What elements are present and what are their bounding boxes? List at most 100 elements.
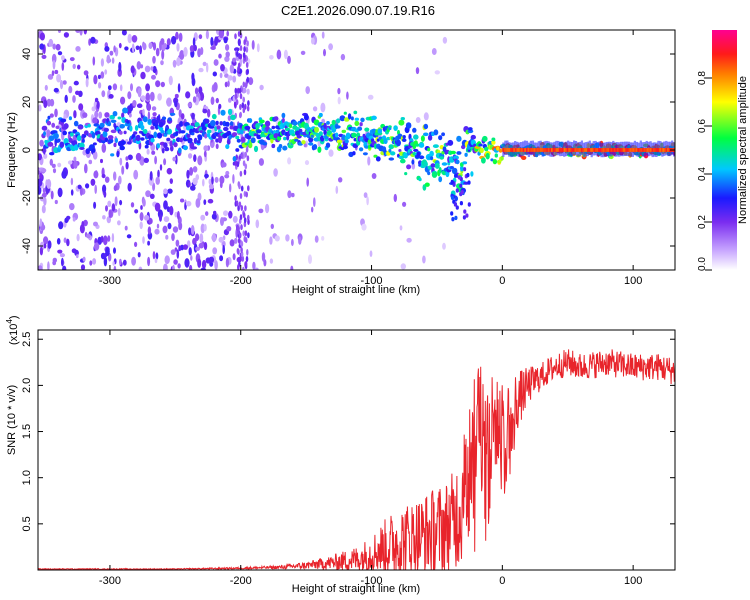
- noise-blob: [223, 210, 229, 216]
- noise-streak: [241, 102, 245, 109]
- signal-outlier: [454, 215, 458, 221]
- signal-blob: [107, 121, 112, 127]
- noise-blob: [167, 188, 173, 194]
- noise-blob: [130, 65, 135, 74]
- noise-blob: [39, 43, 45, 50]
- noise-blob: [165, 234, 169, 240]
- signal-core: [582, 148, 585, 152]
- signal-blob: [400, 158, 406, 164]
- signal-blob: [258, 119, 265, 124]
- noise-blob: [54, 69, 59, 75]
- signal-core: [638, 148, 641, 152]
- signal-blob: [183, 145, 188, 151]
- signal-blob: [456, 151, 462, 155]
- noise-blob: [328, 149, 334, 157]
- signal-core: [505, 148, 508, 152]
- signal-core: [579, 148, 582, 152]
- noise-blob: [423, 112, 429, 121]
- noise-blob: [203, 199, 207, 206]
- signal-blob: [187, 137, 193, 143]
- noise-blob: [163, 158, 167, 166]
- noise-blob: [225, 170, 230, 176]
- signal-blob: [186, 133, 191, 138]
- noise-blob: [77, 64, 81, 70]
- noise-blob: [51, 163, 56, 168]
- noise-blob: [107, 235, 111, 242]
- signal-blob: [462, 161, 468, 165]
- noise-blob: [258, 158, 264, 166]
- noise-blob: [178, 221, 183, 231]
- signal-core: [540, 148, 542, 152]
- noise-blob: [58, 221, 64, 230]
- noise-blob: [194, 87, 199, 95]
- signal-core: [590, 148, 593, 152]
- noise-blob: [219, 255, 224, 262]
- noise-blob: [67, 160, 73, 165]
- signal-core: [665, 148, 668, 152]
- signal-core: [591, 148, 594, 152]
- noise-blob: [98, 111, 103, 119]
- signal-blob: [277, 136, 282, 141]
- noise-blob: [121, 165, 125, 175]
- noise-blob: [43, 99, 48, 108]
- noise-blob: [142, 42, 147, 51]
- snr-series-line: [38, 349, 675, 570]
- signal-blob: [150, 126, 155, 130]
- signal-blob: [147, 118, 152, 124]
- noise-blob: [124, 225, 128, 231]
- noise-blob: [46, 179, 52, 189]
- snr-y-ticks: 0.5 1.0 1.5 2.0 2.5: [21, 332, 675, 531]
- noise-blob: [94, 110, 99, 119]
- noise-blob: [208, 178, 212, 185]
- signal-blob: [161, 116, 167, 121]
- y-tick-label: 1.5: [21, 424, 33, 439]
- noise-streak: [247, 219, 250, 225]
- noise-blob: [122, 259, 127, 266]
- signal-blob: [418, 142, 425, 148]
- signal-blob: [464, 152, 468, 157]
- noise-blob: [188, 153, 193, 159]
- noise-blob: [219, 121, 223, 126]
- noise-blob: [102, 215, 106, 220]
- noise-streak: [234, 33, 237, 40]
- spectrogram-x-label: Height of straight line (km): [292, 284, 420, 296]
- noise-blob: [311, 206, 314, 213]
- noise-blob: [337, 96, 341, 105]
- signal-blob: [406, 164, 412, 170]
- noise-blob: [172, 156, 176, 162]
- signal-blob: [411, 159, 415, 165]
- noise-blob: [213, 82, 218, 92]
- noise-blob: [415, 67, 420, 75]
- signal-blob: [264, 120, 271, 127]
- signal-blob: [59, 141, 65, 148]
- signal-blob: [479, 147, 484, 153]
- noise-blob: [145, 83, 151, 92]
- signal-blob: [388, 144, 395, 150]
- noise-blob: [226, 30, 229, 37]
- noise-blob: [224, 81, 228, 88]
- signal-blob: [43, 131, 46, 137]
- signal-blob: [336, 139, 343, 144]
- noise-blob: [265, 203, 270, 214]
- noise-blob: [215, 138, 219, 143]
- noise-blob: [100, 58, 104, 67]
- noise-blob: [94, 184, 97, 194]
- noise-blob: [415, 117, 421, 123]
- noise-blob: [210, 96, 215, 106]
- signal-blob: [235, 135, 240, 140]
- signal-blob: [121, 140, 126, 145]
- noise-blob: [75, 30, 81, 33]
- noise-blob: [211, 213, 217, 220]
- noise-blob: [152, 55, 156, 64]
- signal-blob: [347, 113, 352, 120]
- signal-outlier: [453, 202, 457, 207]
- noise-blob: [218, 103, 222, 110]
- noise-blob: [291, 238, 294, 247]
- noise-blob: [136, 103, 143, 108]
- signal-blob: [57, 138, 61, 143]
- signal-core: [555, 148, 558, 152]
- noise-blob: [214, 36, 219, 46]
- signal-core: [530, 148, 533, 152]
- noise-blob: [399, 225, 403, 231]
- y-tick-label: 0.5: [21, 516, 33, 531]
